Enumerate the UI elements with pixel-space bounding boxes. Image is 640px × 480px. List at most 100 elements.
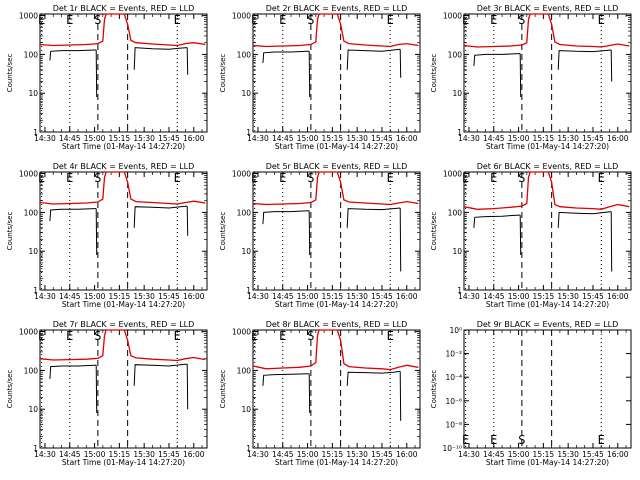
x-tick-label: 15:45 [371,134,393,143]
x-tick-label: 16:00 [183,450,205,459]
events-series-line [186,206,189,236]
x-axis-label: Start Time (01-May-14 14:27:20) [486,142,609,151]
x-tick-label: 15:00 [508,134,530,143]
y-axis-label: Counts/sec [430,54,438,93]
y-tick-label: 1000 [443,12,462,21]
chart-panel-det-9: Det 9r BLACK = Events, RED = LLD 10⁰ 10⁻² 1… [430,320,632,467]
x-tick-label: 14:45 [272,292,294,301]
events-series-line [133,363,188,386]
marker-label: E [251,329,258,343]
x-tick-label: 14:30 [34,450,56,459]
x-tick-label: 14:30 [247,292,269,301]
marker-label: S [307,329,314,343]
x-tick-label: 14:45 [483,292,505,301]
x-tick-label: 15:15 [109,450,131,459]
marker-label: S [94,171,101,185]
marker-label: E [251,13,258,27]
plot-frame [39,329,208,449]
y-tick-label: 1000 [232,328,251,337]
events-series-line [519,53,522,98]
marker-label: E [598,13,605,27]
y-tick-label: 1000 [19,12,38,21]
plot-frame [39,13,208,133]
events-series-line [133,47,188,70]
lld-series-line [252,329,419,371]
y-tick-label: 100 [24,366,39,375]
x-tick-label: 14:45 [483,134,505,143]
events-series-line [49,364,97,380]
y-axis-label: Counts/sec [219,212,227,251]
events-series-line [186,47,189,75]
x-axis-label: Start Time (01-May-14 14:27:20) [486,458,609,467]
y-tick-label: 1 [33,444,38,453]
y-tick-label: 10 [241,247,251,256]
events-series-line [308,51,311,98]
y-tick-label: 1000 [232,12,251,21]
chart-panel-det-5: Det 5r BLACK = Events, RED = LLD 1 10 100 10… [219,162,421,309]
events-series-line [346,207,401,228]
marker-label: E [38,171,45,185]
events-series-line [557,211,612,228]
x-tick-label: 14:45 [272,450,294,459]
marker-label: E [490,13,497,27]
plot-frame [463,329,632,449]
marker-label: E [38,13,45,27]
marker-label: E [66,171,73,185]
marker-label: E [66,13,73,27]
y-tick-label: 100 [24,50,39,59]
x-tick-label: 16:00 [607,450,629,459]
marker-label: E [462,13,469,27]
y-tick-label: 1000 [19,328,38,337]
events-series-line [49,49,97,61]
marker-label: S [307,171,314,185]
lld-series-line [39,13,206,47]
panel-title: Det 3r BLACK = Events, RED = LLD [477,4,619,13]
y-tick-label: 10 [452,89,462,98]
x-tick-label: 15:15 [322,450,344,459]
y-tick-label: 10 [241,405,251,414]
events-series-line [308,373,311,414]
x-tick-label: 14:30 [458,450,480,459]
y-tick-label: 10⁻⁶ [445,397,462,406]
panel-title: Det 8r BLACK = Events, RED = LLD [266,320,408,329]
x-tick-label: 15:45 [582,292,604,301]
x-tick-label: 16:00 [396,134,418,143]
y-tick-label: 10⁻² [445,350,462,359]
x-axis-label: Start Time (01-May-14 14:27:20) [275,142,398,151]
y-tick-label: 1 [457,286,462,295]
marker-label: E [66,329,73,343]
x-tick-label: 15:30 [133,450,155,459]
x-tick-label: 15:15 [533,292,555,301]
x-tick-label: 15:30 [557,450,579,459]
x-tick-label: 15:00 [508,450,530,459]
plot-frame [252,329,421,449]
y-axis-label: Counts/sec [219,54,227,93]
x-axis-label: Start Time (01-May-14 14:27:20) [275,300,398,309]
x-tick-label: 15:45 [371,450,393,459]
x-axis-label: Start Time (01-May-14 14:27:20) [62,300,185,309]
y-tick-label: 1 [457,128,462,137]
marker-label: E [462,171,469,185]
events-series-line [610,49,613,82]
marker-label: E [279,329,286,343]
panel-title: Det 5r BLACK = Events, RED = LLD [266,162,408,171]
y-tick-label: 1 [246,286,251,295]
y-tick-label: 100 [24,208,39,217]
events-series-line [399,371,402,421]
lld-series-line [463,13,630,48]
x-tick-label: 15:15 [533,134,555,143]
x-tick-label: 14:30 [458,134,480,143]
x-tick-label: 15:00 [84,134,106,143]
chart-panel-det-4: Det 4r BLACK = Events, RED = LLD 1 10 100 10… [6,162,208,309]
marker-label: S [518,171,525,185]
y-axis-label: Counts/sec [6,212,14,251]
y-tick-label: 1 [246,128,251,137]
y-axis-label: Counts/sec [430,212,438,251]
y-axis-label: Counts/sec [219,370,227,409]
plot-frame [463,171,632,291]
chart-panel-det-6: Det 6r BLACK = Events, RED = LLD 1 10 100 10… [430,162,632,309]
x-tick-label: 15:30 [346,292,368,301]
y-tick-label: 1000 [19,170,38,179]
y-tick-label: 10⁻⁸ [445,420,462,429]
